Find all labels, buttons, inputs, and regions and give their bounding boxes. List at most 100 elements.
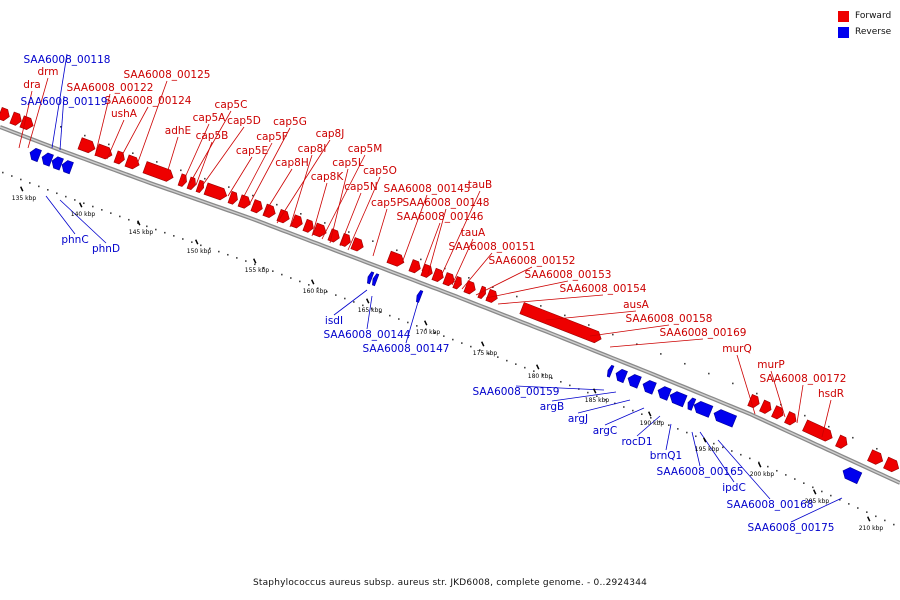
tick-mark	[365, 298, 370, 304]
tick-label: 175 kbp	[473, 350, 498, 357]
forward-gene	[485, 288, 498, 303]
forward-gene-label: drm	[37, 66, 58, 78]
reverse-gene-label: SAA6008_00175	[748, 522, 835, 534]
forward-leader-line	[475, 266, 533, 296]
upper-dot	[636, 343, 638, 345]
reverse-leader-line	[405, 301, 419, 344]
tick-mark	[536, 364, 540, 370]
forward-leader-line	[372, 208, 388, 257]
tick-label: 160 kbp	[303, 288, 328, 295]
scale-dot	[506, 359, 508, 362]
scale-dot	[128, 218, 130, 221]
reverse-leader-line	[51, 53, 68, 149]
forward-gene-label: hsdR	[818, 388, 844, 400]
scale-dot	[758, 461, 760, 464]
forward-gene	[431, 267, 444, 282]
scale-dot	[722, 446, 724, 449]
forward-gene-label: cap5G	[273, 116, 307, 128]
reverse-leader-line	[551, 391, 617, 402]
forward-leader-line	[137, 80, 168, 163]
scale-dot	[848, 503, 850, 505]
reverse-gene-label: isdI	[325, 315, 343, 327]
upper-dot	[300, 213, 302, 215]
scale-dot	[281, 273, 283, 276]
upper-dot	[180, 169, 182, 172]
upper-dot	[324, 222, 326, 224]
backbone-shadow	[0, 125, 900, 485]
forward-leader-line	[167, 136, 179, 171]
tick-label: 145 kbp	[129, 229, 154, 236]
forward-gene	[19, 115, 34, 130]
upper-dot	[492, 286, 494, 288]
scale-dot	[551, 377, 553, 379]
forward-leader-line	[263, 168, 293, 215]
scale-dot	[371, 307, 373, 310]
forward-gene-label: cap5B	[196, 130, 229, 142]
tick-label: 140 kbp	[71, 211, 96, 218]
tick-label: 155 kbp	[245, 267, 270, 274]
tick-label: 150 kbp	[187, 248, 212, 255]
forward-gene	[452, 275, 462, 290]
scale-dot	[110, 212, 112, 214]
scale-dot	[884, 519, 886, 522]
scale-dot	[182, 238, 184, 240]
scale-dot	[335, 294, 337, 296]
upper-dot	[708, 372, 710, 375]
scale-dot	[137, 222, 139, 224]
forward-gene	[327, 228, 340, 243]
scale-dot	[407, 321, 409, 324]
forward-leader-line	[201, 126, 245, 187]
upper-dot	[228, 186, 230, 188]
forward-leader-line	[321, 154, 366, 240]
forward-leader-line	[182, 123, 210, 183]
forward-gene-label: SAA6008_00153	[525, 269, 612, 281]
reverse-gene-label: SAA6008_00159	[473, 386, 560, 398]
reverse-gene	[687, 397, 697, 411]
tick-mark	[867, 516, 871, 522]
forward-leader-line	[195, 141, 213, 186]
reverse-gene-label: ipdC	[722, 482, 746, 494]
reverse-leader-line	[45, 195, 76, 235]
forward-gene-label: SAA6008_00125	[124, 69, 211, 81]
reverse-gene	[627, 374, 642, 389]
tick-mark	[648, 411, 652, 417]
scale-dot	[236, 257, 238, 259]
reverse-gene	[29, 147, 42, 163]
scale-dot	[875, 515, 877, 518]
forward-gene-label: cap8K	[311, 171, 345, 183]
tick-mark	[757, 462, 762, 468]
reverse-gene	[842, 467, 863, 485]
forward-gene-label: SAA6008_00169	[660, 327, 747, 339]
reverse-leader-line	[717, 439, 771, 500]
scale-dot	[38, 185, 40, 188]
reverse-leader-line	[333, 289, 368, 316]
forward-gene	[195, 179, 204, 194]
forward-gene	[0, 107, 10, 122]
reverse-leader-line	[577, 399, 631, 414]
reverse-leader-line	[59, 95, 65, 151]
forward-gene	[77, 137, 96, 154]
upper-dot	[876, 447, 878, 450]
tick-mark	[481, 341, 485, 347]
forward-gene	[759, 399, 772, 414]
upper-dot	[540, 305, 542, 307]
tick-mark	[79, 202, 83, 208]
tick-label: 205 kbp	[805, 498, 830, 505]
upper-dot	[564, 314, 566, 317]
forward-gene-label: cap8I	[298, 143, 327, 155]
scale-ticks: 135 kbp 140 kbp 145 kbp 150 kbp 155 kbp 160 k…	[12, 186, 883, 532]
forward-leader-line	[770, 370, 786, 418]
forward-gene	[113, 150, 125, 165]
scale-dot	[434, 331, 436, 334]
upper-dot	[396, 249, 398, 252]
forward-gene	[771, 405, 784, 420]
reverse-gene	[606, 364, 615, 378]
label-leaders	[18, 53, 843, 523]
tick-label: 200 kbp	[750, 471, 775, 478]
forward-gene-label: SAA6008_00124	[105, 95, 192, 107]
forward-gene-label: cap5O	[363, 165, 397, 177]
upper-dot	[828, 425, 830, 428]
scale-dot	[533, 370, 535, 372]
